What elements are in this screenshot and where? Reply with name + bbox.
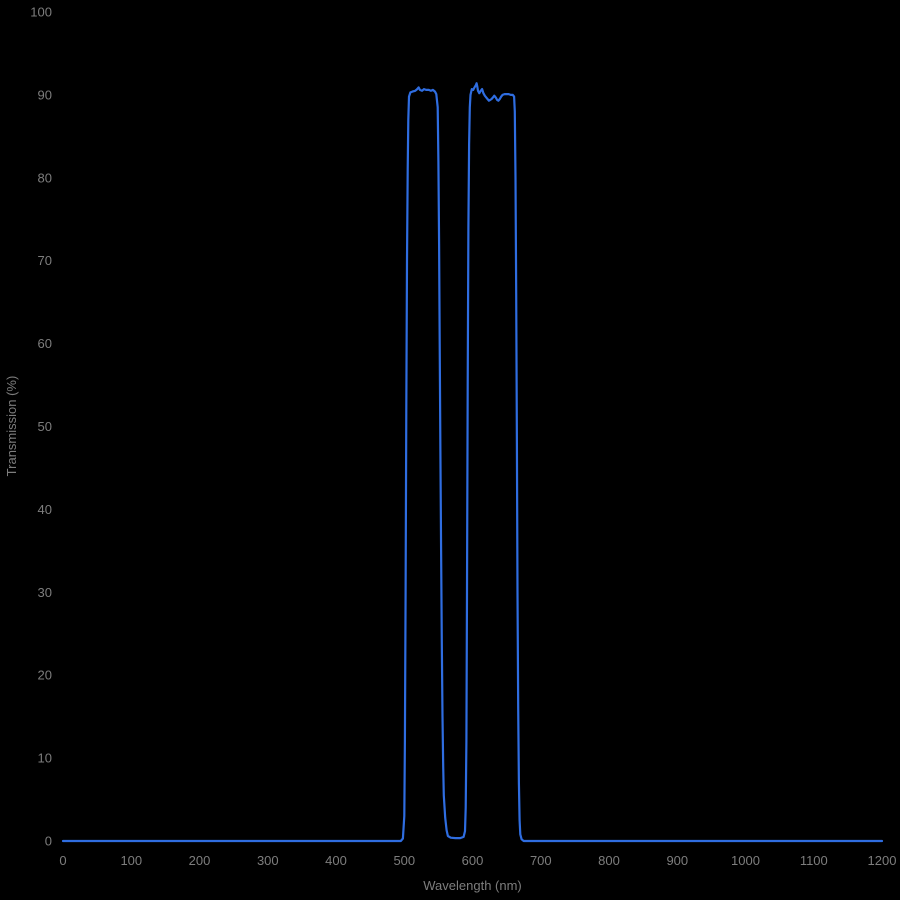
y-tick-label-0: 0 bbox=[45, 834, 52, 849]
y-tick-label-50: 50 bbox=[38, 419, 52, 434]
x-tick-label-900: 900 bbox=[666, 853, 688, 868]
y-tick-label-80: 80 bbox=[38, 170, 52, 185]
x-tick-label-700: 700 bbox=[530, 853, 552, 868]
x-tick-label-300: 300 bbox=[257, 853, 279, 868]
x-axis-tick-labels: 0 100 200 300 400 500 600 700 800 900 1000 1100 1200 bbox=[59, 853, 896, 868]
x-tick-label-1000: 1000 bbox=[731, 853, 760, 868]
y-tick-label-40: 40 bbox=[38, 502, 52, 517]
y-tick-label-90: 90 bbox=[38, 87, 52, 102]
x-tick-label-500: 500 bbox=[393, 853, 415, 868]
y-tick-label-70: 70 bbox=[38, 253, 52, 268]
x-axis-title: Wavelength (nm) bbox=[423, 878, 522, 893]
y-tick-label-30: 30 bbox=[38, 585, 52, 600]
x-tick-label-0: 0 bbox=[59, 853, 66, 868]
x-tick-label-400: 400 bbox=[325, 853, 347, 868]
x-tick-label-1200: 1200 bbox=[868, 853, 897, 868]
x-tick-label-200: 200 bbox=[189, 853, 211, 868]
y-tick-label-20: 20 bbox=[38, 668, 52, 683]
y-tick-label-100: 100 bbox=[30, 5, 52, 20]
y-axis-tick-labels: 0 10 20 30 40 50 60 70 80 90 100 bbox=[30, 5, 52, 849]
y-axis-title: Transmission (%) bbox=[4, 376, 19, 477]
transmission-line bbox=[61, 82, 884, 843]
x-tick-label-800: 800 bbox=[598, 853, 620, 868]
x-tick-label-100: 100 bbox=[120, 853, 142, 868]
x-tick-label-1100: 1100 bbox=[800, 853, 828, 868]
x-tick-label-600: 600 bbox=[462, 853, 484, 868]
y-tick-label-60: 60 bbox=[38, 336, 52, 351]
y-tick-label-10: 10 bbox=[38, 751, 52, 766]
